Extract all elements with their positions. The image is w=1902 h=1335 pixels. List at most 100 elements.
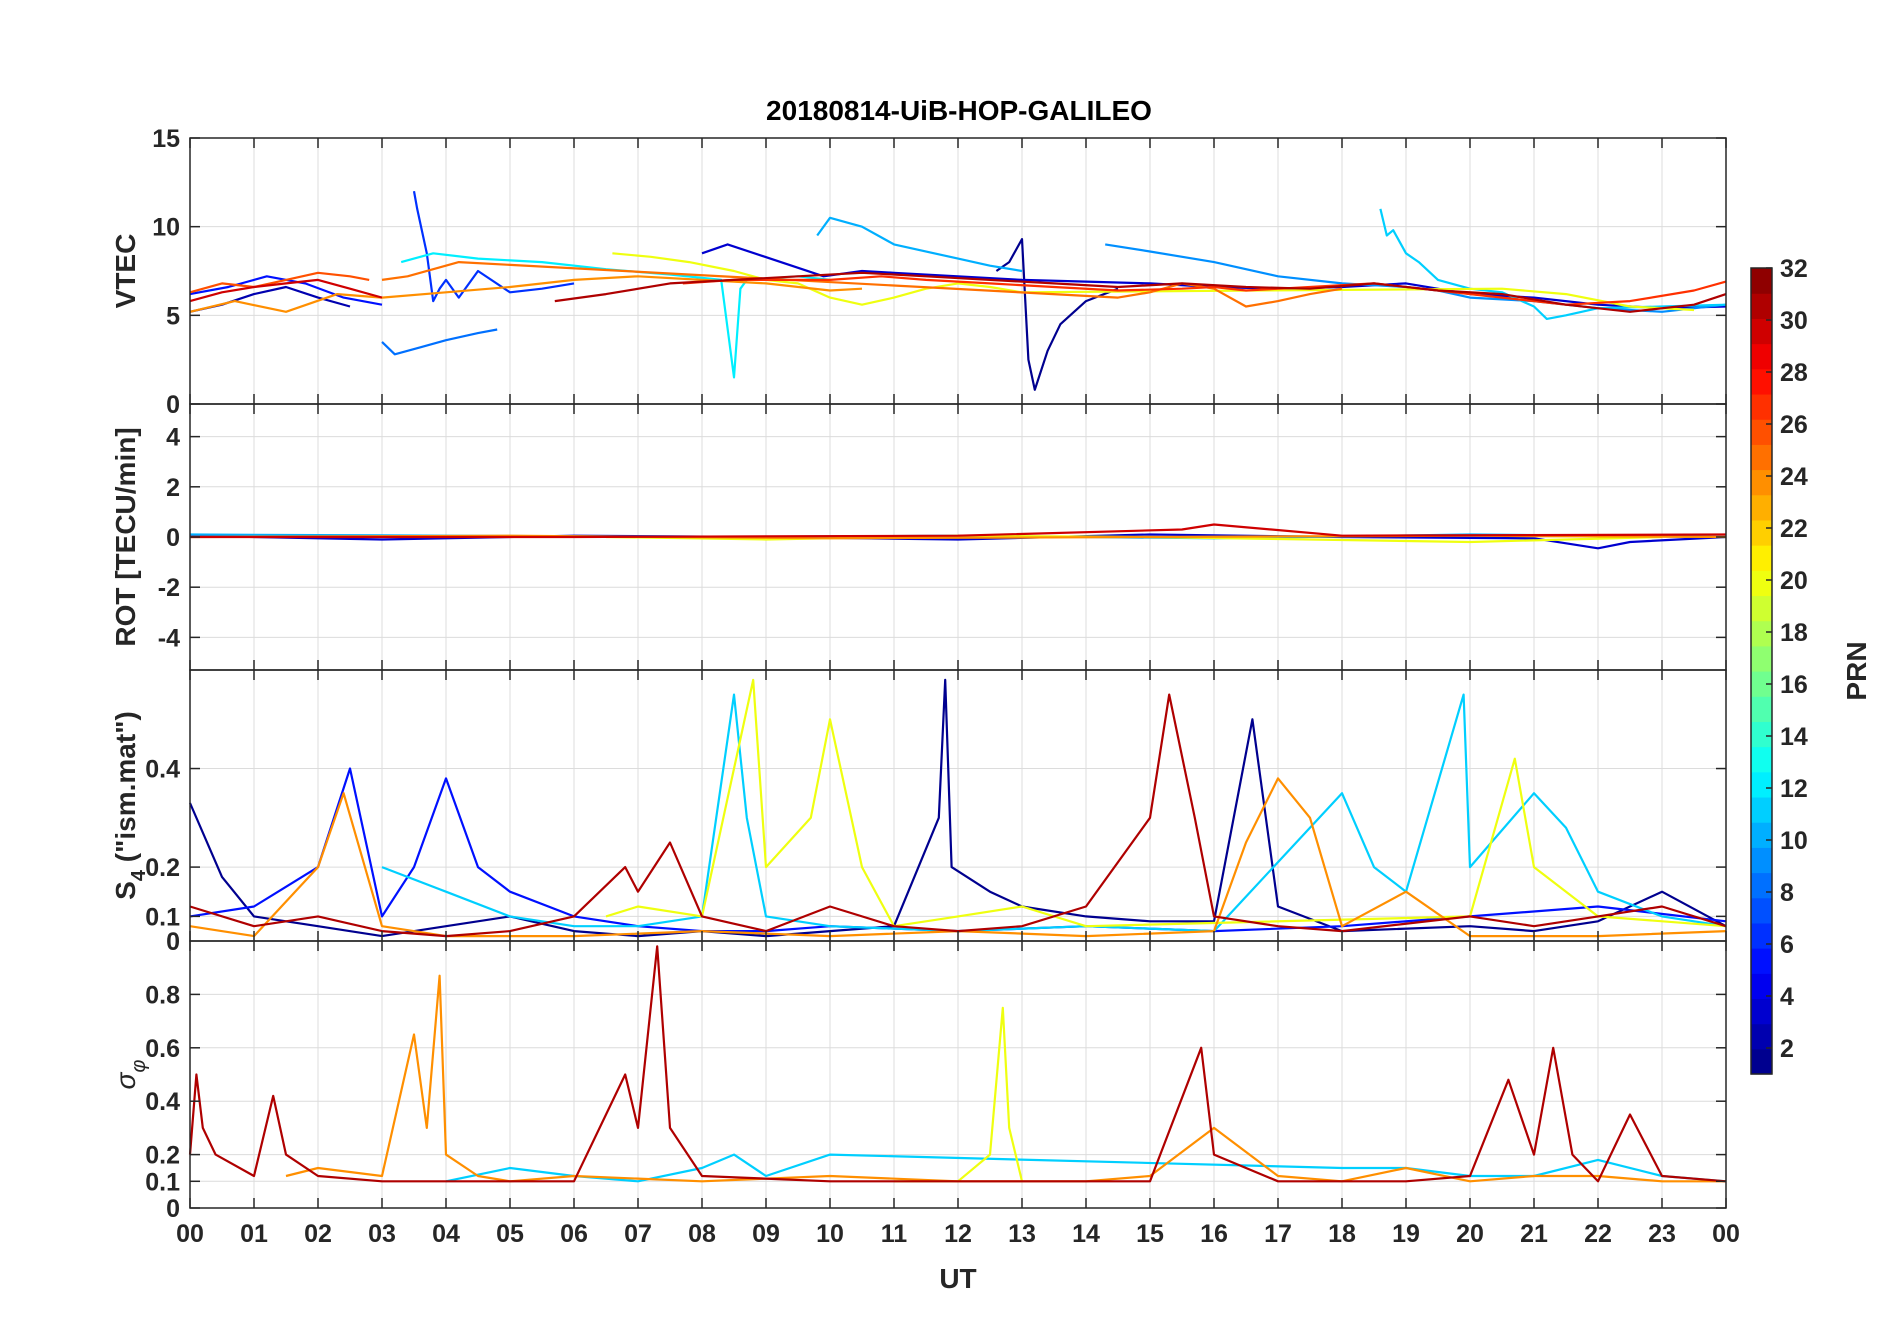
colorbar-segment (1751, 1023, 1772, 1050)
series-line-prn-6 (412, 191, 575, 303)
x-tick-label: 07 (624, 1220, 652, 1248)
series-line-prn-1 (995, 238, 1119, 391)
y-axis-label-main: S (110, 881, 141, 900)
colorbar-tick-label: 14 (1780, 723, 1808, 751)
y-tick-label: 0.4 (145, 1088, 180, 1116)
series-line-prn-24 (285, 974, 1726, 1183)
y-tick-label: 0.2 (145, 854, 180, 882)
y-tick-label: 5 (166, 302, 180, 330)
colorbar-tick-label: 2 (1780, 1035, 1794, 1063)
x-tick-label: 15 (1136, 1220, 1164, 1248)
y-tick-label: 0.8 (145, 981, 180, 1009)
colorbar-segment (1751, 796, 1772, 823)
colorbar-segment (1751, 721, 1772, 748)
y-axis-label-main: σ (110, 1071, 141, 1089)
series-line-prn-8 (381, 328, 498, 356)
series-group (189, 191, 1727, 391)
y-tick-label: 4 (166, 424, 180, 452)
y-tick-label: 0 (166, 928, 180, 956)
colorbar-segment (1751, 897, 1772, 924)
series-group (188, 678, 1727, 938)
x-tick-label: 10 (816, 1220, 844, 1248)
colorbar-segment (1751, 469, 1772, 496)
colorbar-segment (1751, 419, 1772, 445)
colorbar-segment (1751, 545, 1772, 571)
y-tick-label: 0.1 (145, 1168, 180, 1196)
colorbar-tick-label: 32 (1780, 255, 1808, 283)
panel-rot: -4 -2 0 2 4 ROT [TECU/min] (110, 403, 1727, 671)
series-line-prn-25 (381, 261, 1343, 308)
series-line-prn-10 (816, 216, 1023, 273)
colorbar-segment (1751, 822, 1772, 848)
x-tick-label: 11 (881, 1220, 908, 1248)
colorbar-segment (1751, 293, 1772, 319)
y-tick-label: 0.1 (145, 903, 180, 931)
x-tick-label: 19 (1392, 1220, 1420, 1248)
colorbar-segment (1751, 393, 1772, 420)
series-line-prn-20 (612, 252, 1695, 312)
colorbar-segment (1751, 746, 1772, 773)
colorbar-segment (1751, 444, 1772, 471)
colorbar-tick-label: 8 (1780, 879, 1794, 907)
series-line-prn-31 (189, 693, 1727, 938)
y-axis-label: σφ (110, 1060, 150, 1090)
series-line-prn-30 (190, 523, 1727, 539)
chart-title: 20180814-UiB-HOP-GALILEO (766, 95, 1152, 126)
colorbar-segment (1751, 570, 1772, 597)
panel-sigma: 00.10.2 0.4 0.6 0.8 σφ 00 01 02 03 04 05 06 07 08 09 10… (110, 940, 1740, 1294)
colorbar-segment (1751, 948, 1772, 974)
series-line-prn-1 (188, 678, 1727, 938)
y-tick-label: 2 (166, 474, 180, 502)
series-line-prn-11 (1379, 208, 1727, 320)
y-axis-label: VTEC (110, 234, 141, 309)
colorbar-tick-label: 22 (1780, 515, 1808, 543)
x-tick-label: 21 (1520, 1220, 1548, 1248)
y-axis-label-rest: ("ism.mat") (110, 711, 141, 870)
x-tick-label: 05 (496, 1220, 524, 1248)
x-tick-label: 13 (1008, 1220, 1036, 1248)
colorbar-segment (1751, 973, 1772, 1000)
y-axis-label: S4 ("ism.mat") (110, 711, 150, 900)
colorbar-tick-label: 30 (1780, 307, 1808, 335)
colorbar-tick-label: 12 (1780, 775, 1808, 803)
y-axis-label-sub: 4 (128, 869, 150, 881)
x-axis-label: UT (939, 1263, 976, 1294)
colorbar-tick-label: 10 (1780, 827, 1808, 855)
colorbar-segment (1751, 494, 1772, 521)
colorbar-tick-label: 6 (1780, 931, 1794, 959)
y-tick-label: 15 (152, 125, 180, 153)
colorbar-segment (1751, 872, 1772, 899)
y-tick-label: 0 (166, 391, 180, 419)
panel-vtec: 0 5 10 15 VTEC (110, 125, 1727, 419)
x-tick-label: 09 (752, 1220, 780, 1248)
series-group (188, 945, 1727, 1183)
y-axis-label: ROT [TECU/min] (110, 427, 141, 646)
y-tick-label: 0.6 (145, 1035, 180, 1063)
panel-s4: 0.1 0.2 0.4 0 S4 ("ism.mat") (110, 669, 1727, 956)
y-tick-label: 0.4 (145, 756, 180, 784)
x-tick-label: 12 (944, 1220, 972, 1248)
colorbar-segment (1751, 771, 1772, 798)
x-tick-label: 01 (240, 1220, 268, 1248)
colorbar-segment (1751, 595, 1772, 622)
colorbar-label: PRN (1841, 641, 1872, 700)
colorbar-segment (1751, 318, 1772, 345)
x-tick-label: 00 (176, 1220, 204, 1248)
series-line-prn-31 (554, 271, 1727, 313)
colorbar-tick-label: 24 (1780, 463, 1808, 491)
colorbar-segment (1751, 671, 1772, 697)
colorbar-segment (1751, 343, 1772, 370)
colorbar-tick-label: 4 (1780, 983, 1794, 1011)
series-line-prn-26 (189, 271, 370, 294)
y-tick-label: 0.2 (145, 1142, 180, 1170)
colorbar-segment (1751, 519, 1772, 546)
x-tick-label: 06 (560, 1220, 588, 1248)
x-tick-label: 20 (1456, 1220, 1484, 1248)
colorbar-segment (1751, 696, 1772, 722)
colorbar-tick-label: 20 (1780, 567, 1808, 595)
x-tick-label: 04 (432, 1220, 460, 1248)
y-tick-label: 0 (166, 1195, 180, 1223)
x-tick-label: 14 (1072, 1220, 1100, 1248)
